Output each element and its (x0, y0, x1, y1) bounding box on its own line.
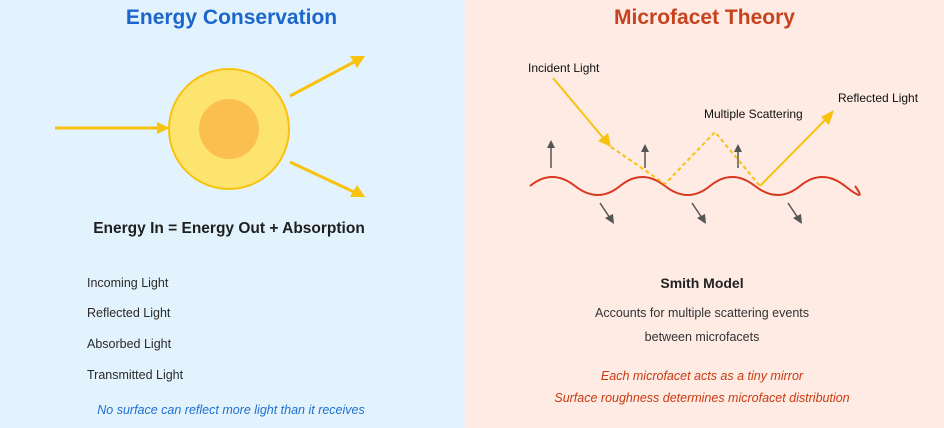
incoming-light-arrowhead (157, 122, 170, 134)
reflected-light-arrowhead-down (350, 185, 365, 197)
panel-divider (463, 0, 465, 428)
energy-equation: Energy In = Energy Out + Absorption (93, 220, 365, 237)
legend-reflected-light: Reflected Light (87, 306, 171, 320)
microfacet-surface (529, 176, 861, 196)
incident-light-ray (552, 77, 606, 141)
microfacet-note-2: Surface roughness determines microfacet … (554, 391, 850, 405)
smith-model-desc-line-2: between microfacets (644, 330, 760, 344)
smith-model-title: Smith Model (660, 275, 744, 291)
microfacet-diagram (529, 77, 861, 224)
surface-normal-1-head (547, 140, 555, 148)
multiple-scattering-path (610, 130, 761, 187)
surface-normal-5 (691, 202, 703, 219)
legend-incoming-light: Incoming Light (87, 276, 169, 290)
surface-normal-3-head (734, 144, 742, 152)
legend-absorbed-light: Absorbed Light (87, 337, 172, 351)
surface-normal-6-head (793, 214, 802, 224)
absorption-core (199, 99, 259, 159)
surface-normal-6 (787, 202, 799, 219)
surface-normal-5-head (697, 214, 706, 224)
microfacet-theory-panel: Microfacet Theory (465, 0, 944, 428)
label-incident-light: Incident Light (528, 61, 600, 75)
reflected-light-arrow-up (289, 60, 355, 98)
legend-transmitted-light: Transmitted Light (87, 368, 184, 382)
incident-light-arrowhead (598, 133, 611, 147)
microfacet-theory-title: Microfacet Theory (614, 6, 795, 29)
label-reflected-light: Reflected Light (838, 91, 919, 105)
reflected-light-ray (759, 117, 828, 187)
smith-model-desc-line-1: Accounts for multiple scattering events (595, 306, 809, 320)
microfacet-note-1: Each microfacet acts as a tiny mirror (600, 369, 804, 383)
reflected-light-arrowhead-up (350, 56, 365, 68)
energy-conservation-panel: Energy Conservation Energy In = Energy O… (0, 0, 463, 428)
surface-normal-4-head (605, 214, 614, 224)
energy-diagram (55, 56, 365, 197)
surface-normal-2-head (641, 144, 649, 152)
reflected-light-arrowhead (821, 110, 834, 125)
reflected-light-arrow-down (289, 160, 355, 194)
energy-note: No surface can reflect more light than i… (97, 403, 365, 417)
energy-conservation-title: Energy Conservation (125, 6, 338, 29)
surface-normal-4 (599, 202, 611, 219)
label-multiple-scattering: Multiple Scattering (704, 107, 803, 121)
